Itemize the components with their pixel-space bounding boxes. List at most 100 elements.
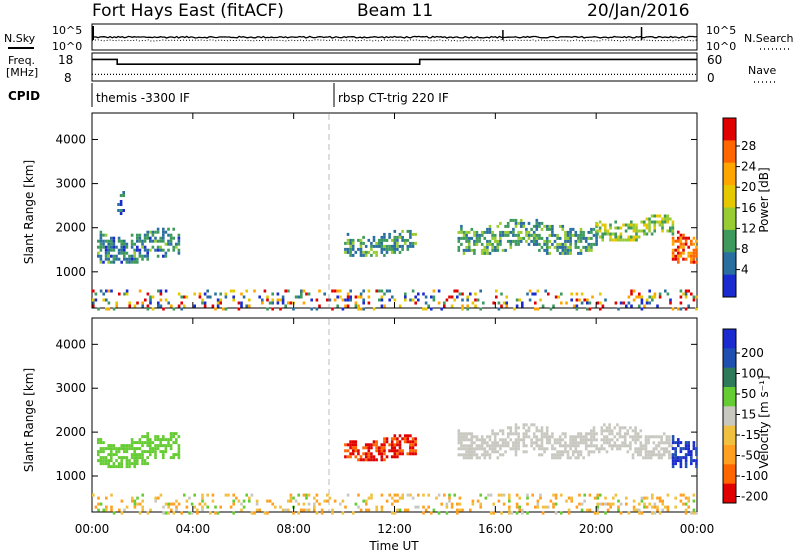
range-gate-cell [130,242,134,246]
range-gate-cell [695,248,698,252]
range-gate-cell [167,441,170,445]
range-gate-cell [206,505,209,509]
range-gate-cell [575,307,579,311]
range-gate-cell [669,229,672,233]
range-gate-cell [383,458,386,462]
range-gate-cell [248,499,251,503]
range-gate-cell [634,429,637,433]
range-gate-cell [561,248,565,252]
range-gate-cell [596,505,599,509]
range-gate-cell [196,508,199,512]
range-gate-cell [649,453,653,457]
range-gate-cell [437,511,441,515]
range-gate-cell [242,295,246,299]
range-gate-cell [130,447,134,451]
range-gate-cell [146,233,149,237]
range-gate-cell [492,511,495,515]
range-gate-cell [470,453,474,457]
range-gate-cell [671,465,675,469]
range-gate-cell [534,301,537,305]
range-gate-cell [504,450,507,454]
range-gate-cell [276,301,280,305]
range-gate-cell [493,245,497,249]
range-gate-cell [579,236,583,240]
range-gate-cell [156,254,160,258]
range-gate-cell [461,292,464,296]
range-gate-cell [479,307,482,311]
range-gate-cell [478,447,481,451]
range-gate-cell [553,447,557,451]
range-gate-cell [522,423,526,427]
range-gate-cell [471,502,475,506]
range-gate-cell [346,292,350,296]
range-gate-cell [617,508,620,512]
range-gate-cell [130,257,134,261]
range-gate-cell [695,295,698,299]
range-gate-cell [97,239,100,243]
range-gate-cell [448,295,451,299]
range-gate-cell [375,505,378,509]
range-gate-cell [491,441,494,445]
range-gate-cell [107,289,111,293]
range-gate-cell [99,236,103,240]
range-gate-cell [130,245,134,249]
colorbar-swatch [723,348,736,369]
range-gate-cell [535,429,539,433]
range-gate-cell [483,441,487,445]
range-gate-cell [372,238,376,242]
range-gate-cell [504,248,507,252]
range-gate-cell [679,462,683,466]
range-gate-cell [133,499,137,503]
range-gate-cell [149,236,152,240]
range-gate-cell [596,493,599,497]
range-gate-cell [580,292,584,296]
range-gate-cell [105,508,108,512]
range-gate-cell [473,239,476,243]
range-gate-cell [662,432,666,436]
range-gate-cell [601,232,604,236]
range-gate-cell [548,441,552,445]
range-gate-cell [621,444,624,448]
range-gate-cell [579,438,583,442]
range-gate-cell [151,441,155,445]
range-gate-cell [318,304,321,308]
range-gate-cell [580,301,584,305]
range-gate-cell [587,453,591,457]
range-gate-cell [600,444,604,448]
range-gate-cell [398,449,402,453]
range-gate-cell [380,289,384,293]
range-gate-cell [104,254,108,258]
colorbar-swatch [723,367,736,388]
range-gate-cell [488,435,492,439]
range-gate-cell [380,250,384,254]
range-gate-cell [341,307,345,311]
range-gate-cell [154,450,157,454]
range-gate-cell [577,233,580,237]
range-gate-cell [569,230,572,234]
range-gate-cell [143,248,147,252]
range-gate-cell [107,459,110,463]
range-gate-cell [450,295,454,299]
range-gate-cell [600,432,604,436]
range-gate-cell [154,236,157,240]
range-gate-cell [107,447,110,451]
range-gate-cell [354,295,358,299]
range-gate-cell [665,447,669,451]
range-gate-cell [141,257,144,261]
range-gate-cell [609,232,612,236]
range-gate-cell [677,307,680,311]
range-gate-cell [367,508,371,512]
range-gate-cell [488,444,492,448]
range-gate-cell [401,244,404,248]
range-gate-cell [457,429,461,433]
range-gate-cell [409,244,412,248]
range-gate-cell [640,229,643,233]
range-gate-cell [409,446,412,450]
range-gate-cell [483,447,487,451]
range-gate-cell [183,295,186,299]
power-colorbar-label: Power [dB] [757,167,771,232]
range-gate-cell [663,220,667,224]
range-gate-cell [351,247,355,251]
range-gate-cell [456,295,459,299]
range-gate-cell [517,432,520,436]
